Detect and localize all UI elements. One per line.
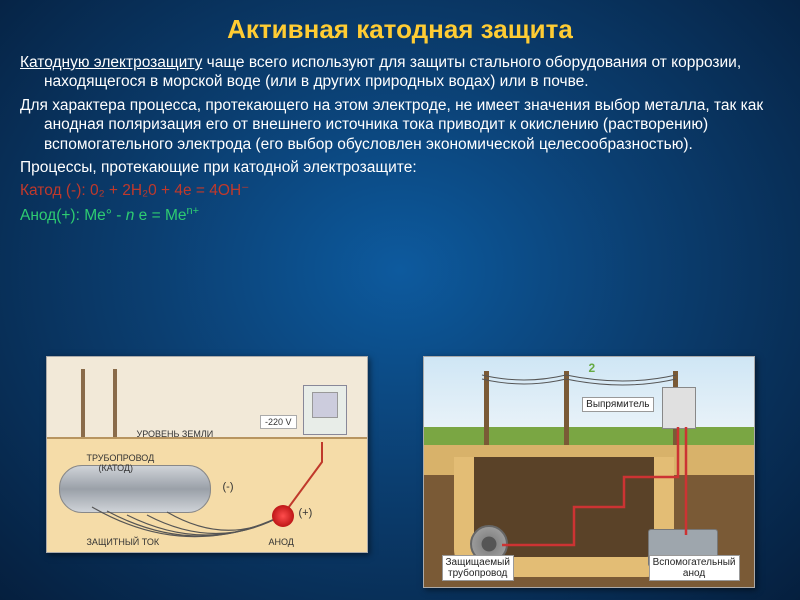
d2-rectifier-label: Выпрямитель [582, 397, 653, 412]
d1-current-label: ЗАЩИТНЫЙ ТОК [87, 537, 160, 547]
cathode-equation: Катод (-): 0₂ + 2H₂0 + 4e = 4OH⁻ [20, 181, 780, 200]
anode-prefix: Анод(+): [20, 207, 84, 224]
d1-voltbox-inner [312, 392, 338, 418]
d1-plus: (+) [299, 507, 313, 519]
d1-anode-label: АНОД [269, 537, 294, 547]
d2-anode-label-2: анод [683, 568, 705, 579]
diagram-right: 2 Выпрямитель Защищаемый трубопровод Всп… [423, 356, 755, 588]
d1-pole-1 [81, 369, 85, 437]
d1-pole-2 [113, 369, 117, 437]
d2-pipe-label: Защищаемый трубопровод [442, 555, 514, 581]
cathode-prefix: Катод (-): [20, 182, 90, 199]
anode-e: e = Me [134, 207, 186, 224]
slide-title: Активная катодная защита [0, 0, 800, 53]
anode-equation: Анод(+): Me° - n e = Men+ [20, 205, 780, 226]
d1-anode [272, 505, 294, 527]
paragraph-1: Катодную электрозащиту чаще всего исполь… [20, 53, 780, 92]
d2-anode-label-1: Вспомогательный [653, 557, 736, 568]
diagram-left: -220 V УРОВЕНЬ ЗЕМЛИ ТРУБОПРОВОД (КАТОД)… [46, 356, 368, 553]
anode-me0: Me° [84, 207, 112, 224]
d2-pipe-label-1: Защищаемый [446, 557, 510, 568]
anode-minus: - [112, 207, 126, 224]
d2-rectifier [662, 387, 696, 429]
p1-lead: Катодную электрозащиту [20, 54, 202, 71]
diagrams-row: -220 V УРОВЕНЬ ЗЕМЛИ ТРУБОПРОВОД (КАТОД)… [0, 356, 800, 588]
d2-anode-label: Вспомогательный анод [649, 555, 740, 581]
paragraph-2: Для характера процесса, протекающего на … [20, 96, 780, 154]
paragraph-3: Процессы, протекающие при катодной элект… [20, 158, 780, 177]
d1-current-lines [47, 437, 367, 552]
anode-sup: n+ [186, 205, 199, 217]
d1-voltage-box [303, 385, 347, 435]
d1-voltage-label: -220 V [260, 415, 297, 429]
cathode-expr: 0₂ + 2H₂0 + 4e = 4OH⁻ [90, 182, 249, 199]
d2-pipe-label-2: трубопровод [448, 568, 507, 579]
content-block: Катодную электрозащиту чаще всего исполь… [0, 53, 800, 225]
